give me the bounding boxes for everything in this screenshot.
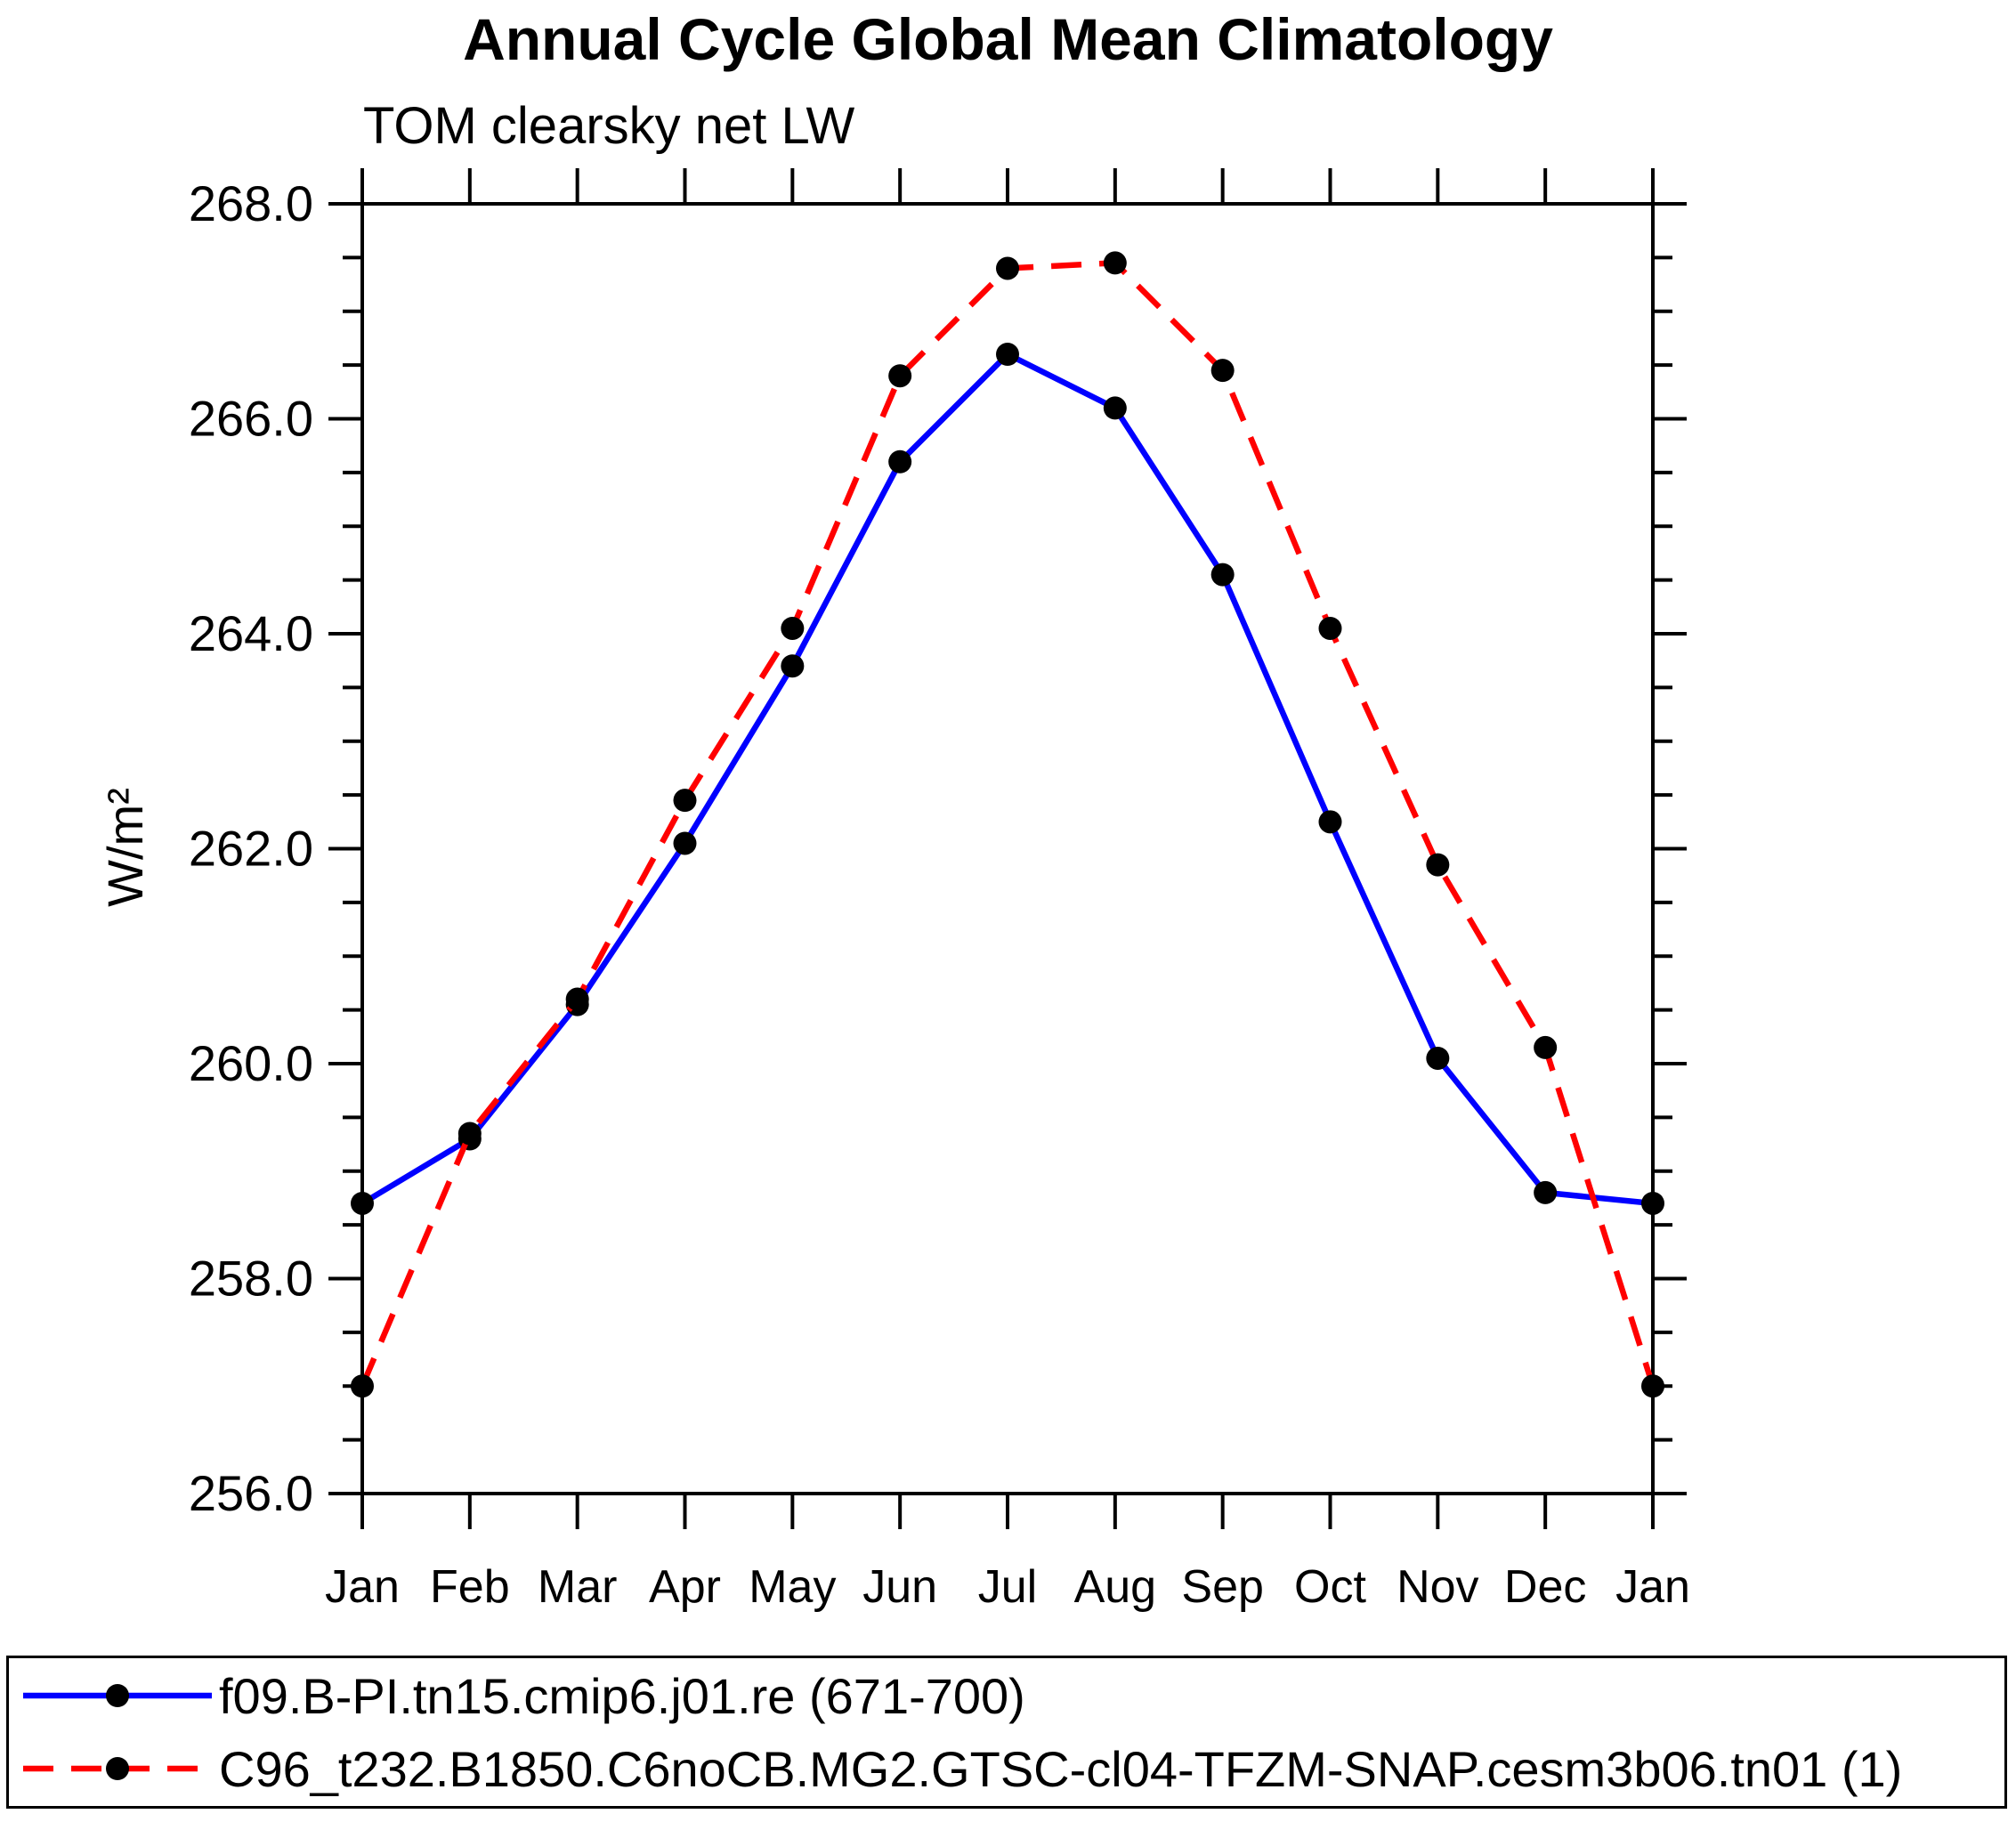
x-tick-label: Oct	[1294, 1561, 1366, 1613]
chart-subtitle: TOM clearsky net LW	[363, 97, 855, 155]
plot-frame	[360, 202, 1655, 1495]
data-point-marker	[996, 343, 1019, 367]
data-point-marker	[1210, 359, 1235, 383]
legend-row-0: f09.B-PI.tn15.cmip6.j01.re (671-700)	[9, 1660, 2004, 1731]
x-tick-label: Sep	[1181, 1561, 1264, 1613]
data-point-marker	[1103, 396, 1127, 420]
data-point-marker	[888, 449, 912, 474]
data-point-marker	[1426, 853, 1450, 877]
x-tick-label: Dec	[1504, 1561, 1586, 1613]
y-tick-label: 260.0	[189, 1035, 313, 1091]
x-tick-label: Jan	[1615, 1561, 1690, 1613]
x-tick-label: Jan	[325, 1561, 400, 1613]
data-point-marker	[1534, 1180, 1558, 1204]
x-tick-label: Feb	[430, 1561, 510, 1613]
y-tick-label: 256.0	[189, 1465, 313, 1521]
y-tick-label: 258.0	[189, 1251, 313, 1307]
page-title: Annual Cycle Global Mean Climatology	[463, 6, 1553, 72]
x-tick-label: Jun	[862, 1561, 937, 1613]
y-tick-label: 266.0	[189, 391, 313, 447]
data-point-marker	[781, 616, 805, 640]
legend-sample-line-0	[23, 1684, 212, 1707]
legend-box: f09.B-PI.tn15.cmip6.j01.re (671-700) C96_…	[6, 1656, 2007, 1809]
data-point-marker	[1210, 563, 1235, 587]
data-point-marker	[351, 1191, 374, 1215]
data-point-marker	[1641, 1191, 1664, 1215]
x-tick-label: Nov	[1397, 1561, 1478, 1613]
legend-series-label: f09.B-PI.tn15.cmip6.j01.re (671-700)	[219, 1667, 1025, 1724]
x-tick-label: Mar	[538, 1561, 618, 1613]
series-line-0	[360, 351, 1654, 1207]
data-point-marker	[1318, 616, 1342, 640]
y-tick-label: 268.0	[189, 175, 313, 231]
data-point-marker	[457, 1122, 482, 1146]
data-point-marker	[781, 654, 805, 678]
data-point-marker	[673, 789, 697, 813]
legend-series-label: C96_t232.B1850.C6noCB.MG2.GTSC-cl04-TFZM…	[219, 1740, 1903, 1797]
x-tick-label: May	[749, 1561, 836, 1613]
y-tick-label: 262.0	[189, 821, 313, 877]
x-tick-label: Apr	[649, 1561, 721, 1613]
legend-sample-line-1	[23, 1757, 212, 1780]
data-point-marker	[1641, 1374, 1664, 1398]
data-point-marker	[888, 364, 912, 388]
x-tick-label: Aug	[1074, 1561, 1157, 1613]
y-tick-label: 264.0	[189, 605, 313, 661]
series-line-1	[360, 260, 1656, 1388]
data-point-marker	[673, 831, 697, 855]
data-point-marker	[1534, 1035, 1558, 1059]
data-point-marker	[996, 256, 1019, 280]
data-point-marker	[565, 987, 589, 1011]
data-point-marker	[1103, 251, 1127, 275]
data-point-marker	[1426, 1046, 1450, 1070]
data-point-marker	[351, 1374, 374, 1398]
data-point-marker	[1318, 810, 1342, 834]
x-tick-label: Jul	[978, 1561, 1037, 1613]
legend-row-1: C96_t232.B1850.C6noCB.MG2.GTSC-cl04-TFZM…	[9, 1733, 2004, 1804]
y-axis-title: W/m²	[97, 788, 153, 907]
